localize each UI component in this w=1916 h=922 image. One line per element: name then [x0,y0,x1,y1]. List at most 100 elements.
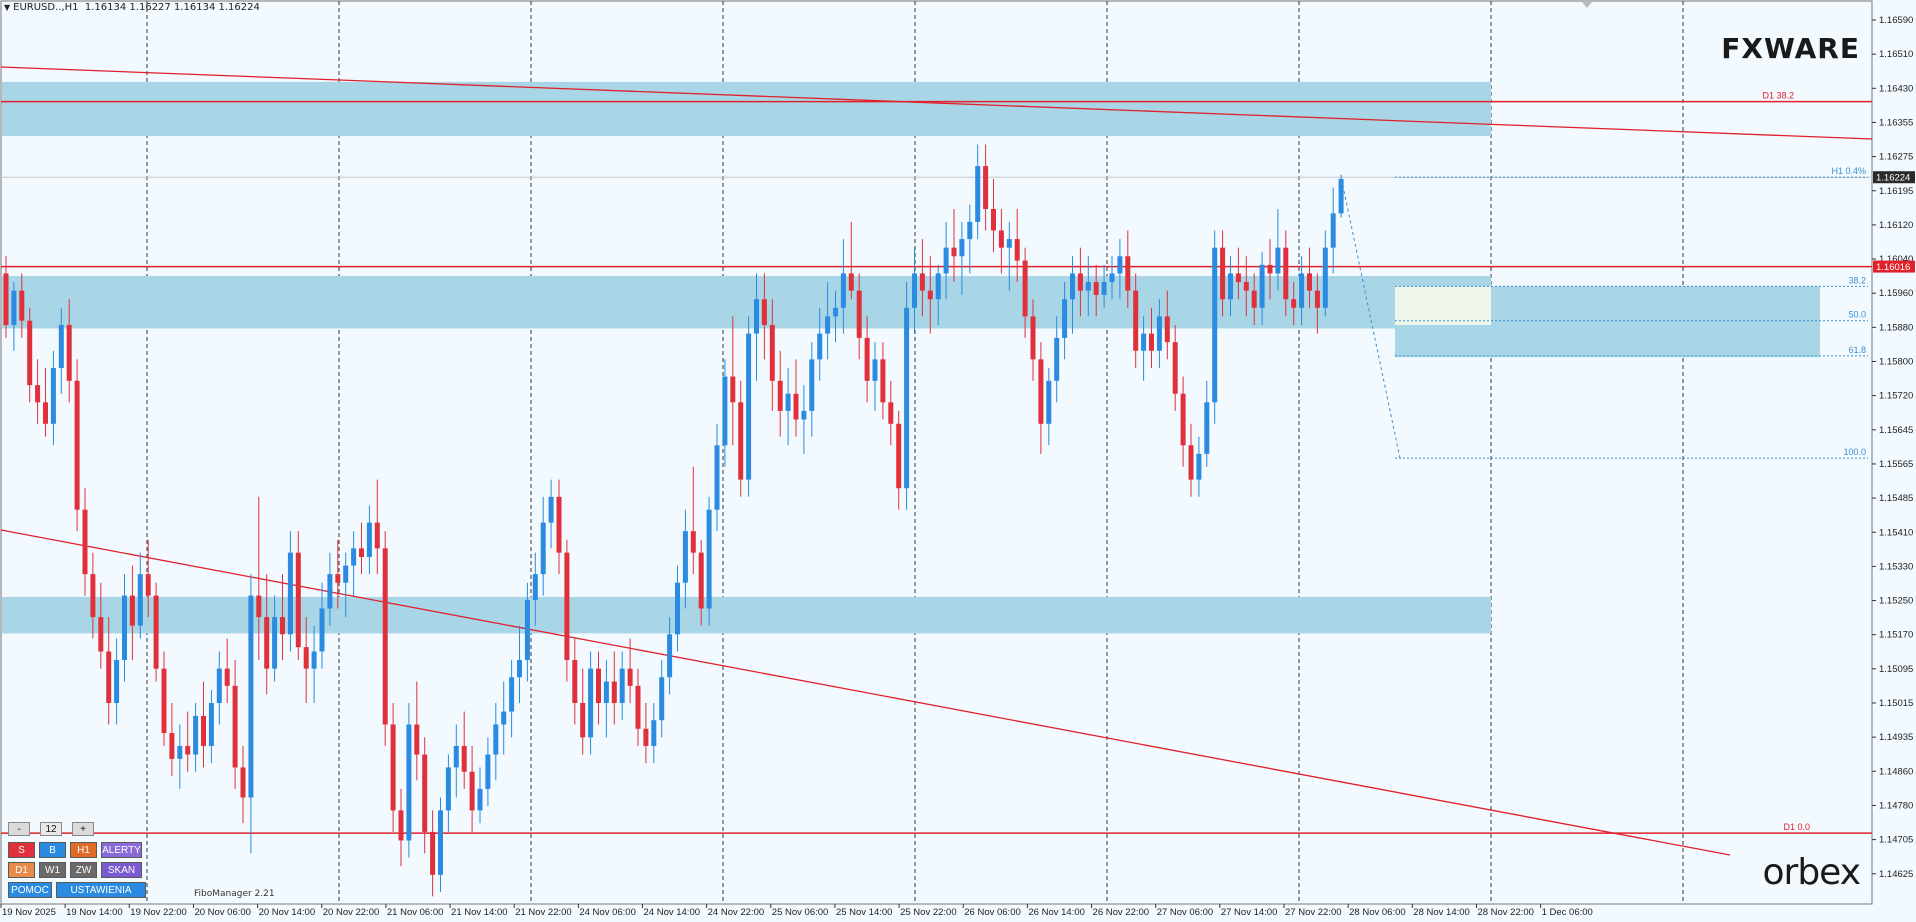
candle-body [872,359,878,381]
candle-body [74,380,80,510]
candle-body [1307,273,1312,291]
zoom-out-button[interactable]: - [8,822,30,836]
candle-body [453,745,459,768]
candle-body [1338,178,1344,214]
candle-body [1172,342,1178,394]
buy-button[interactable]: B [39,842,66,858]
level-label-d1-382: D1 38.2 [1762,91,1794,101]
candle-body [927,290,933,300]
zoom-in-button[interactable]: + [72,822,94,836]
close-all-button[interactable]: ZW [70,862,97,878]
candle-body [311,651,317,669]
candle-body [1030,316,1036,360]
candle-body [66,324,72,381]
orbex-logo: orbex [1762,852,1861,893]
price-label: 1.15095 [1879,664,1913,675]
candle-body [596,668,601,703]
timeframe-h1-button[interactable]: H1 [70,842,97,858]
price-label: 1.16510 [1879,49,1913,60]
time-label: 24 Nov 14:00 [644,907,701,918]
alerts-button[interactable]: ALERTY [101,842,142,858]
candle-body [58,324,64,368]
candle-body [635,685,641,729]
candle-body [477,788,483,811]
candle-body [295,552,301,648]
candle-body [738,402,744,480]
time-label: 20 Nov 22:00 [323,907,380,918]
candle-body [382,548,388,725]
price-label: 1.16275 [1879,152,1913,163]
time-label: 20 Nov 06:00 [194,907,251,918]
candle-body [746,333,752,480]
candle-body [1299,273,1305,308]
fib-level-label: 50.0 [1848,310,1866,320]
sell-button[interactable]: S [8,842,35,858]
candle-body [1267,264,1273,274]
fib-box-highlight [1395,286,1491,325]
candle-body [825,316,831,334]
fib-level-label: 61.8 [1848,345,1866,355]
price-label: 1.14705 [1879,835,1913,846]
time-label: 19 Nov 14:00 [66,907,123,918]
candle-body [983,166,989,210]
scroll-marker-icon [1582,2,1592,8]
candle-body [564,552,570,661]
candle-body [714,445,720,510]
candle-body [1204,402,1210,454]
candle-body [216,668,222,703]
candle-body [880,359,886,403]
candle-body [3,273,9,325]
candle-body [1251,290,1257,308]
candle-body [264,617,270,669]
candle-body [335,574,341,583]
settings-button[interactable]: USTAWIENIA [56,882,146,898]
candle-body [430,831,436,875]
candle-body [580,703,586,738]
time-label: 21 Nov 14:00 [451,907,508,918]
timeframe-w1-button[interactable]: W1 [39,862,66,878]
candle-body [1314,290,1320,308]
candle-body [864,337,870,381]
ohlc-values: 1.16134 1.16227 1.16134 1.16224 [84,2,260,13]
candle-body [809,359,815,411]
help-button[interactable]: POMOC [8,882,52,898]
candle-body [619,668,625,703]
candle-body [603,681,609,703]
candle-body [90,574,96,618]
candle-body [303,647,309,669]
candle-body [1235,273,1241,283]
candle-body [11,290,17,325]
price-label: 1.16355 [1879,117,1913,128]
candle-body [754,299,759,334]
candle-body [106,651,112,703]
chart-header: ▼ EURUSD..,H1 1.16134 1.16227 1.16134 1.1… [4,2,260,13]
candle-body [706,509,712,609]
candle-body [548,496,554,523]
candle-body [177,745,183,759]
candle-body [682,531,688,583]
scan-button[interactable]: SKAN [101,862,142,878]
fibo-manager-label: FiboManager 2.21 [194,889,275,899]
candle-body [129,595,135,626]
candle-body [588,668,594,738]
upper-trendline [0,66,1873,140]
timeframe-d1-button[interactable]: D1 [8,862,35,878]
time-label: 26 Nov 14:00 [1028,907,1085,918]
level-price-tag [1873,260,1915,273]
candle-body [493,724,499,755]
collapse-triangle-icon[interactable]: ▼ [4,3,11,12]
candle-body [627,668,633,686]
candle-body [912,273,917,308]
candle-body [935,273,941,300]
candle-body [161,668,167,734]
candle-body [1196,453,1202,480]
candle-body [659,677,665,721]
candle-body [390,724,396,811]
candle-body [1156,316,1162,351]
candle-body [848,273,854,291]
level-label-d1-00: D1 0.0 [1783,822,1810,832]
time-label: 21 Nov 06:00 [387,907,444,918]
candle-body [611,681,617,703]
time-label: 24 Nov 06:00 [579,907,636,918]
